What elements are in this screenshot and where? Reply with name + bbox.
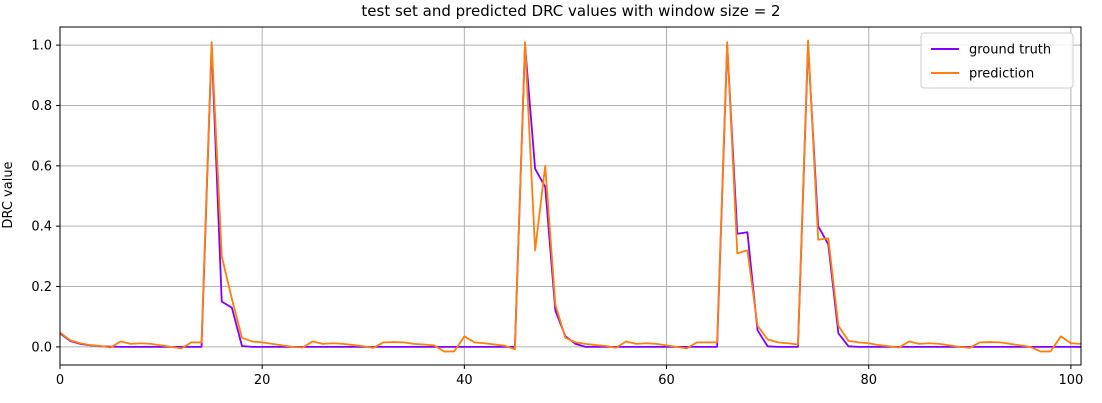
series-line-prediction [60, 39, 1081, 353]
y-tick-label: 0.2 [31, 280, 52, 295]
y-axis-label: DRC value [1, 161, 16, 228]
legend: ground truth prediction [920, 32, 1074, 89]
series-lines [60, 39, 1081, 353]
legend-box [920, 32, 1074, 89]
x-tick-label: 0 [56, 373, 64, 388]
x-tick-label: 80 [860, 373, 877, 388]
y-tick-label: 0.0 [31, 340, 52, 355]
legend-label: prediction [969, 67, 1034, 82]
x-tick-label: 40 [456, 373, 473, 388]
y-tick-label: 1.0 [31, 39, 52, 54]
y-tick-label: 0.6 [31, 159, 52, 174]
x-tick-label: 20 [254, 373, 271, 388]
chart-title: test set and predicted DRC values with w… [361, 2, 780, 20]
y-tick-label: 0.8 [31, 99, 52, 114]
y-tick-label: 0.4 [31, 220, 52, 235]
plot-frame [59, 26, 1082, 366]
axis-ticks: 0 20 40 60 80 100 0.0 0.2 0.4 0.6 0.8 1.0 [31, 39, 1083, 388]
x-tick-label: 100 [1058, 373, 1083, 388]
x-tick-label: 60 [658, 373, 675, 388]
legend-label: ground truth [969, 43, 1051, 58]
